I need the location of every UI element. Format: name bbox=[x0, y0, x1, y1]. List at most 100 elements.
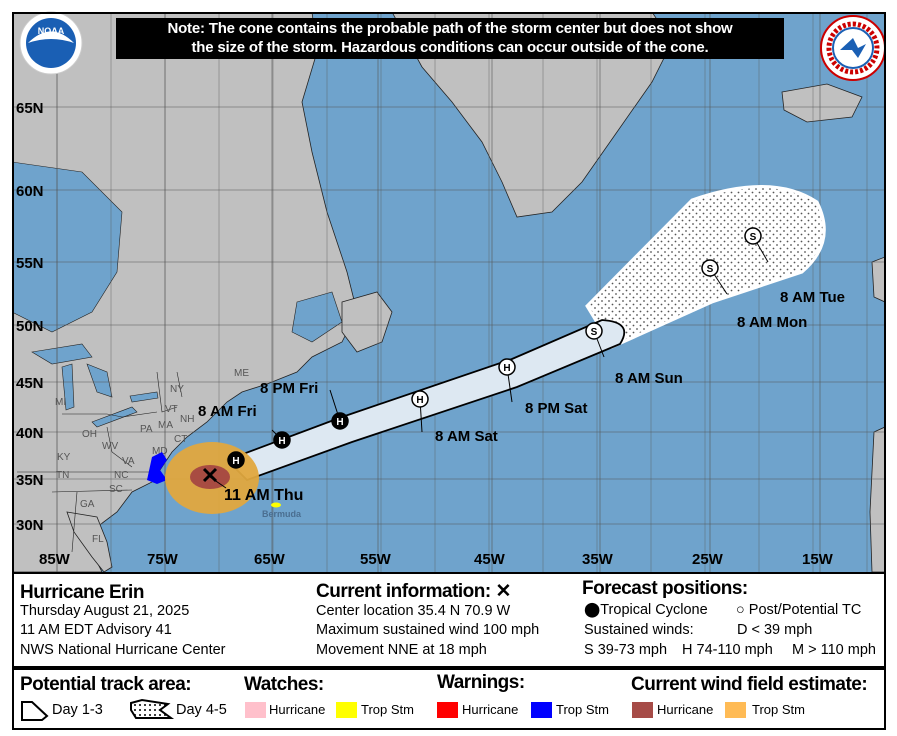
intensity-letter: H bbox=[503, 363, 510, 374]
cone-note: Note: The cone contains the probable pat… bbox=[116, 18, 784, 59]
day-1-3-cone-icon bbox=[21, 701, 49, 721]
longitude-label: 15W bbox=[802, 551, 834, 568]
filled-circle-icon: ⬤ bbox=[584, 602, 601, 618]
advisory-date: Thursday August 21, 2025 bbox=[20, 603, 190, 619]
state-label: SC bbox=[109, 484, 123, 495]
intensity-letter: S bbox=[750, 232, 757, 243]
longitude-label: 45W bbox=[474, 551, 506, 568]
longitude-label: 25W bbox=[692, 551, 724, 568]
current-time-label: 11 AM Thu bbox=[224, 487, 303, 504]
x-icon: ✕ bbox=[495, 581, 512, 602]
s-definition: S 39-73 mph bbox=[584, 642, 668, 658]
watches-title: Watches: bbox=[244, 674, 324, 695]
latitude-label: 50N bbox=[16, 318, 44, 335]
movement: Movement NNE at 18 mph bbox=[316, 642, 487, 658]
tropical-storm-watch-swatch bbox=[336, 702, 357, 718]
state-label: CT bbox=[174, 434, 187, 445]
inland-water bbox=[12, 161, 343, 428]
tropical-storm-watch-bermuda bbox=[271, 502, 281, 508]
lake-superior bbox=[31, 343, 93, 365]
florida bbox=[66, 511, 113, 572]
bermuda-label: Bermuda bbox=[262, 509, 302, 519]
tropical-cyclone-marker bbox=[273, 431, 291, 449]
state-label: TN bbox=[56, 470, 69, 481]
forecast-positions-title: Forecast positions: bbox=[582, 578, 748, 599]
post-tc-key: ○ Post/Potential TC bbox=[736, 602, 861, 618]
graticule bbox=[12, 12, 885, 572]
intensity-letter: S bbox=[707, 264, 714, 275]
hurricane-watch-swatch bbox=[245, 702, 266, 718]
storm-name: Hurricane Erin bbox=[20, 582, 144, 603]
forecast-time-label: 8 AM Mon bbox=[737, 314, 807, 331]
tropical-storm-warning-area bbox=[147, 452, 167, 484]
state-label: FL bbox=[92, 534, 104, 545]
leader-line bbox=[209, 476, 227, 489]
longitude-label: 75W bbox=[147, 551, 179, 568]
max-wind: Maximum sustained wind 100 mph bbox=[316, 622, 540, 638]
current-position-x-icon bbox=[202, 467, 218, 483]
hudson-bay bbox=[12, 161, 123, 333]
post-tc-marker bbox=[701, 259, 719, 277]
tc-label: Tropical Cyclone bbox=[600, 602, 708, 618]
state-label: VA bbox=[122, 456, 135, 467]
tropical-storm-wind-label: Trop Stm bbox=[752, 702, 805, 717]
state-borders bbox=[17, 371, 183, 553]
info-panel: Hurricane Erin Thursday August 21, 2025 … bbox=[12, 572, 886, 668]
legend-panel: Potential track area: Day 1-3 Day 4-5 Wa… bbox=[12, 668, 886, 730]
iberia bbox=[869, 426, 885, 572]
longitude-label: 35W bbox=[582, 551, 614, 568]
post-label: Post/Potential TC bbox=[748, 602, 862, 618]
latitude-label: 55N bbox=[16, 255, 44, 272]
state-label: MD bbox=[152, 446, 168, 457]
latitude-label: 35N bbox=[16, 472, 44, 489]
ireland bbox=[871, 256, 885, 303]
center-location: Center location 35.4 N 70.9 W bbox=[316, 603, 511, 619]
note-line-1: Note: The cone contains the probable pat… bbox=[167, 20, 733, 37]
h-definition: H 74-110 mph bbox=[682, 642, 773, 658]
m-definition: M > 110 mph bbox=[792, 642, 876, 658]
issuing-center: NWS National Hurricane Center bbox=[20, 642, 226, 658]
forecast-time-label: 8 PM Sat bbox=[525, 400, 588, 417]
forecast-time-label: 8 AM Fri bbox=[198, 403, 257, 420]
hurricane-wind-label: Hurricane bbox=[657, 702, 714, 717]
d-definition: D < 39 mph bbox=[737, 622, 813, 638]
current-info-title: Current information: ✕ bbox=[316, 580, 511, 603]
lake-huron bbox=[86, 363, 113, 398]
note-line-2: the size of the storm. Hazardous conditi… bbox=[191, 39, 709, 56]
current-info-title-text: Current information: bbox=[316, 581, 491, 602]
longitude-label: 85W bbox=[39, 551, 71, 568]
state-label: GA bbox=[80, 499, 95, 510]
intensity-letter: S bbox=[591, 327, 598, 338]
latitude-label: 40N bbox=[16, 425, 44, 442]
state-label: WV bbox=[102, 441, 118, 452]
intensity-letter: H bbox=[232, 456, 239, 467]
track-area-title: Potential track area: bbox=[20, 674, 192, 695]
tropical-storm-wind-swatch bbox=[725, 702, 746, 718]
iceland bbox=[781, 83, 863, 123]
state-label: VT bbox=[165, 404, 178, 415]
day-4-5-label: Day 4-5 bbox=[176, 702, 227, 718]
state-label: NH bbox=[180, 414, 194, 425]
forecast-points: H 8 AM Fri H 8 PM Fri H 8 AM Sat H 8 PM Sat H 8 A… bbox=[198, 227, 845, 469]
lake-erie bbox=[91, 406, 138, 428]
forecast-time-label: 8 AM Tue bbox=[780, 289, 845, 306]
advisory-number: 11 AM EDT Advisory 41 bbox=[20, 622, 172, 638]
post-tc-marker bbox=[411, 390, 429, 408]
forecast-time-label: 8 AM Sat bbox=[435, 428, 498, 445]
sustained-winds-label: Sustained winds: bbox=[584, 622, 694, 638]
state-label: OH bbox=[82, 429, 97, 440]
hurricane-wind-swatch bbox=[632, 702, 653, 718]
tropical-storm-warning-label: Trop Stm bbox=[556, 702, 609, 717]
hurricane-warning-label: Hurricane bbox=[462, 702, 519, 717]
lake-michigan bbox=[61, 363, 75, 411]
latitude-label: 30N bbox=[16, 517, 44, 534]
forecast-time-label: 8 AM Sun bbox=[615, 370, 683, 387]
tropical-cyclone-marker bbox=[331, 412, 349, 430]
intensity-letter: H bbox=[416, 395, 423, 406]
newfoundland bbox=[341, 291, 393, 353]
state-label: PA bbox=[140, 424, 153, 435]
state-label: ME bbox=[234, 368, 249, 379]
